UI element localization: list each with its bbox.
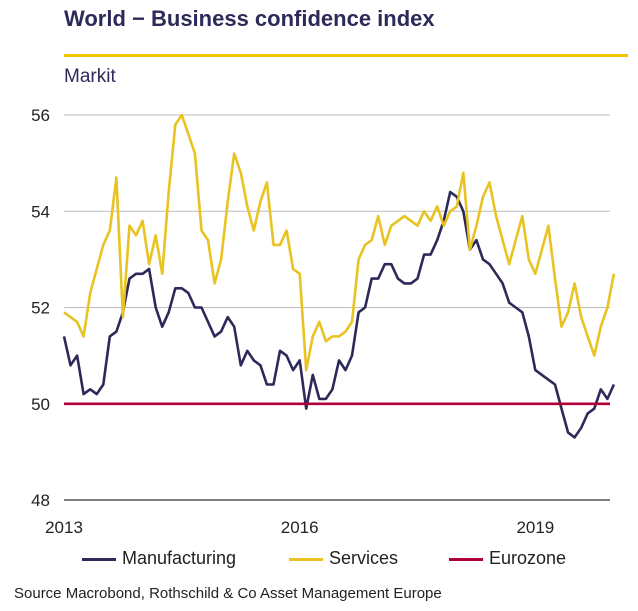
x-tick-label-2016: 2016 [281, 518, 319, 537]
series-line-manufacturing [62, 190, 616, 439]
title-accent-rule [64, 54, 628, 57]
legend-label-services: Services [329, 548, 399, 568]
y-tick-label-52: 52 [31, 299, 50, 318]
legend-swatch-eurozone [449, 557, 483, 561]
page-subtitle: Markit [64, 66, 116, 87]
source-note: Source Macrobond, Rothschild & Co Asset … [14, 585, 442, 602]
axis-layer: 48 50 52 54 56 2013 2016 2019 [31, 106, 554, 537]
series-line-services [63, 113, 616, 372]
y-tick-label-50: 50 [31, 395, 50, 414]
y-tick-label-56: 56 [31, 106, 50, 125]
legend-label-manufacturing: Manufacturing [122, 548, 237, 568]
legend-item-services: Services [289, 548, 398, 569]
y-tick-label-48: 48 [31, 491, 50, 510]
legend-label-eurozone: Eurozone [489, 548, 567, 568]
grid-layer [64, 114, 610, 501]
y-tick-label-54: 54 [31, 202, 50, 221]
x-tick-label-2019: 2019 [516, 518, 554, 537]
legend-swatch-services [289, 557, 323, 561]
legend-item-eurozone: Eurozone [449, 548, 566, 569]
chart-legend: Manufacturing Services Eurozone [0, 548, 638, 570]
x-tick-label-2013: 2013 [45, 518, 83, 537]
series-layer [62, 113, 616, 439]
page-title: World − Business confidence index [64, 6, 435, 31]
legend-swatch-manufacturing [82, 557, 116, 561]
legend-item-manufacturing: Manufacturing [82, 548, 236, 569]
